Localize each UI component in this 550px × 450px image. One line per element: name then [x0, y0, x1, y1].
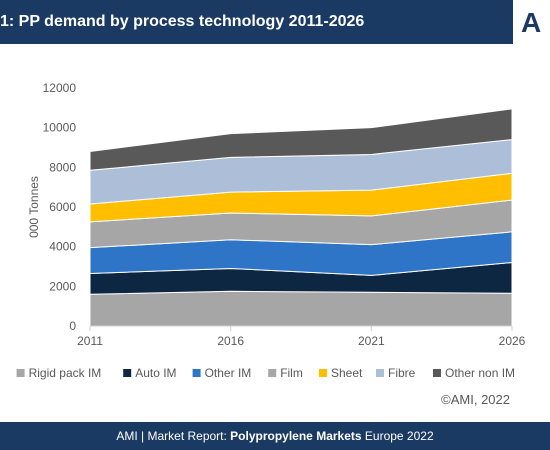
legend-entry: Film — [280, 366, 303, 380]
x-tick-label: 2011 — [77, 334, 103, 348]
area-other-non-im — [89, 108, 513, 171]
logo-text: A — [521, 7, 542, 38]
legend-swatch — [192, 369, 201, 377]
y-axis-label: 000 Tonnes — [27, 176, 41, 238]
stacked-area-chart: 0 2000 4000 6000 8000 10000 12000 2011 2016 2021 2… — [16, 81, 526, 380]
legend-entry: Auto IM — [135, 366, 176, 380]
legend-entry: Sheet — [331, 366, 363, 380]
y-tick-label: 0 — [69, 319, 76, 333]
page-title: 1: PP demand by process technology 2011-… — [0, 13, 365, 30]
x-tick-label: 2026 — [499, 334, 526, 348]
y-tick-label: 4000 — [49, 240, 76, 254]
area-rigid-pack-im — [89, 290, 513, 327]
copyright-text: ©AMI, 2022 — [441, 392, 510, 407]
footer-report-name: Polypropylene Markets — [230, 429, 362, 443]
y-tick-label: 12000 — [43, 81, 77, 95]
legend-swatch — [319, 369, 327, 377]
footer-prefix: AMI | Market Report: — [116, 429, 231, 443]
legend-swatch — [123, 369, 132, 377]
y-tick-label: 8000 — [49, 160, 76, 174]
y-tick-label: 2000 — [49, 279, 76, 293]
x-tick-label: 2016 — [217, 334, 244, 348]
y-tick-label: 6000 — [49, 200, 76, 214]
legend-swatch — [376, 369, 384, 377]
legend-entry: Rigid pack IM — [29, 366, 102, 380]
legend-swatch — [433, 369, 441, 377]
x-tick-label: 2021 — [358, 334, 385, 348]
logo: A — [513, 0, 550, 44]
legend-swatch — [16, 369, 25, 377]
legend-entry: Fibre — [388, 366, 416, 380]
y-tick-label: 10000 — [43, 121, 77, 135]
footer-bar: AMI | Market Report: Polypropylene Marke… — [0, 422, 550, 450]
legend-entry: Other IM — [205, 366, 252, 380]
legend-entry: Other non IM — [445, 366, 515, 380]
legend-swatch — [268, 369, 277, 377]
header-bar: 1: PP demand by process technology 2011-… — [0, 0, 550, 44]
footer-suffix: Europe 2022 — [361, 429, 434, 443]
